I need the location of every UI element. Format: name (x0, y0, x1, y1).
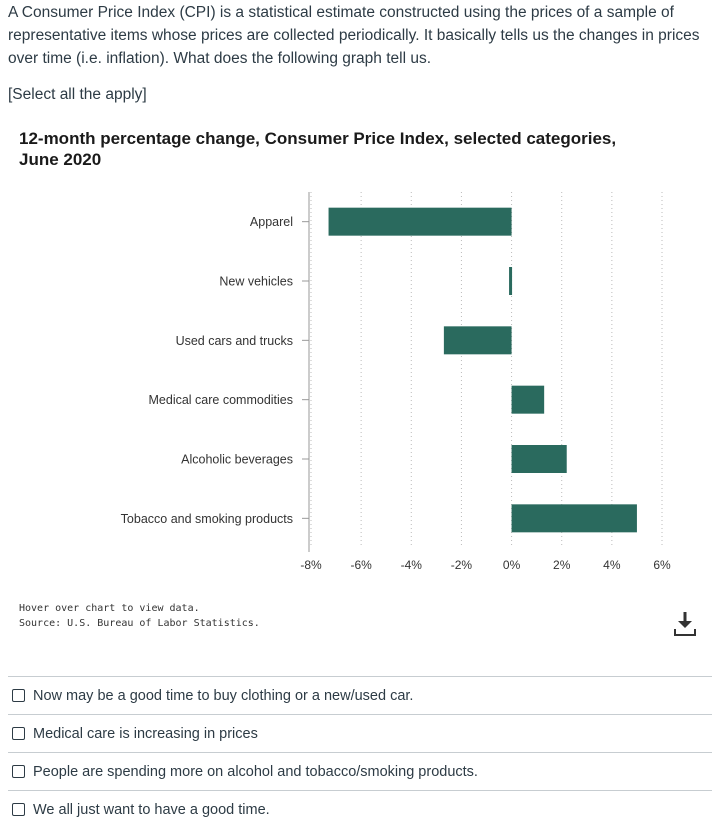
download-button[interactable] (672, 610, 698, 638)
answer-option[interactable]: We all just want to have a good time. (8, 790, 712, 828)
answer-option[interactable]: Now may be a good time to buy clothing o… (8, 676, 712, 714)
x-tick-label: 0% (503, 558, 521, 572)
answer-label: Medical care is increasing in prices (33, 725, 258, 742)
question-line: over time (i.e. inflation). What does th… (8, 50, 432, 67)
answer-option[interactable]: People are spending more on alcohol and … (8, 752, 712, 790)
answer-label: Now may be a good time to buy clothing o… (33, 687, 414, 704)
bar[interactable] (511, 504, 637, 533)
bar[interactable] (511, 385, 545, 414)
bar[interactable] (509, 267, 513, 295)
category-label: Apparel (250, 215, 293, 229)
x-tick-label: 4% (603, 558, 621, 572)
x-tick-label: 2% (553, 558, 571, 572)
answer-list: Now may be a good time to buy clothing o… (0, 676, 712, 828)
bar[interactable] (511, 445, 567, 473)
source-note: Source: U.S. Bureau of Labor Statistics. (19, 618, 260, 629)
category-label: New vehicles (219, 275, 293, 289)
x-tick-label: -8% (300, 558, 322, 572)
answer-checkbox[interactable] (12, 727, 25, 740)
x-tick-label: 6% (653, 558, 671, 572)
answer-checkbox[interactable] (12, 765, 25, 778)
instruction: [Select all the apply] (8, 86, 147, 103)
hover-note: Hover over chart to view data. (19, 603, 200, 614)
chart-title: 12-month percentage change, Consumer Pri… (19, 128, 659, 170)
category-label: Alcoholic beverages (181, 453, 293, 467)
question-line: A Consumer Price Index (CPI) is a statis… (8, 4, 674, 21)
answer-option[interactable]: Medical care is increasing in prices (8, 714, 712, 752)
answer-checkbox[interactable] (12, 803, 25, 816)
answer-checkbox[interactable] (12, 689, 25, 702)
answer-label: People are spending more on alcohol and … (33, 763, 478, 780)
chart-title-line: June 2020 (19, 150, 102, 169)
answer-label: We all just want to have a good time. (33, 801, 270, 818)
question-text: A Consumer Price Index (CPI) is a statis… (8, 1, 714, 70)
x-tick-label: -6% (350, 558, 372, 572)
bar[interactable] (328, 207, 512, 236)
bar-chart[interactable]: Apparel New vehicles Used cars and trucks M… (0, 180, 722, 580)
category-label: Tobacco and smoking products (121, 512, 293, 526)
question-line: representative items whose prices are co… (8, 27, 700, 44)
category-label: Used cars and trucks (176, 334, 293, 348)
bar[interactable] (443, 326, 512, 355)
x-tick-label: -4% (401, 558, 423, 572)
chart-title-line: 12-month percentage change, Consumer Pri… (19, 129, 617, 148)
download-icon (674, 612, 696, 636)
category-label: Medical care commodities (149, 393, 294, 407)
x-tick-label: -2% (451, 558, 473, 572)
